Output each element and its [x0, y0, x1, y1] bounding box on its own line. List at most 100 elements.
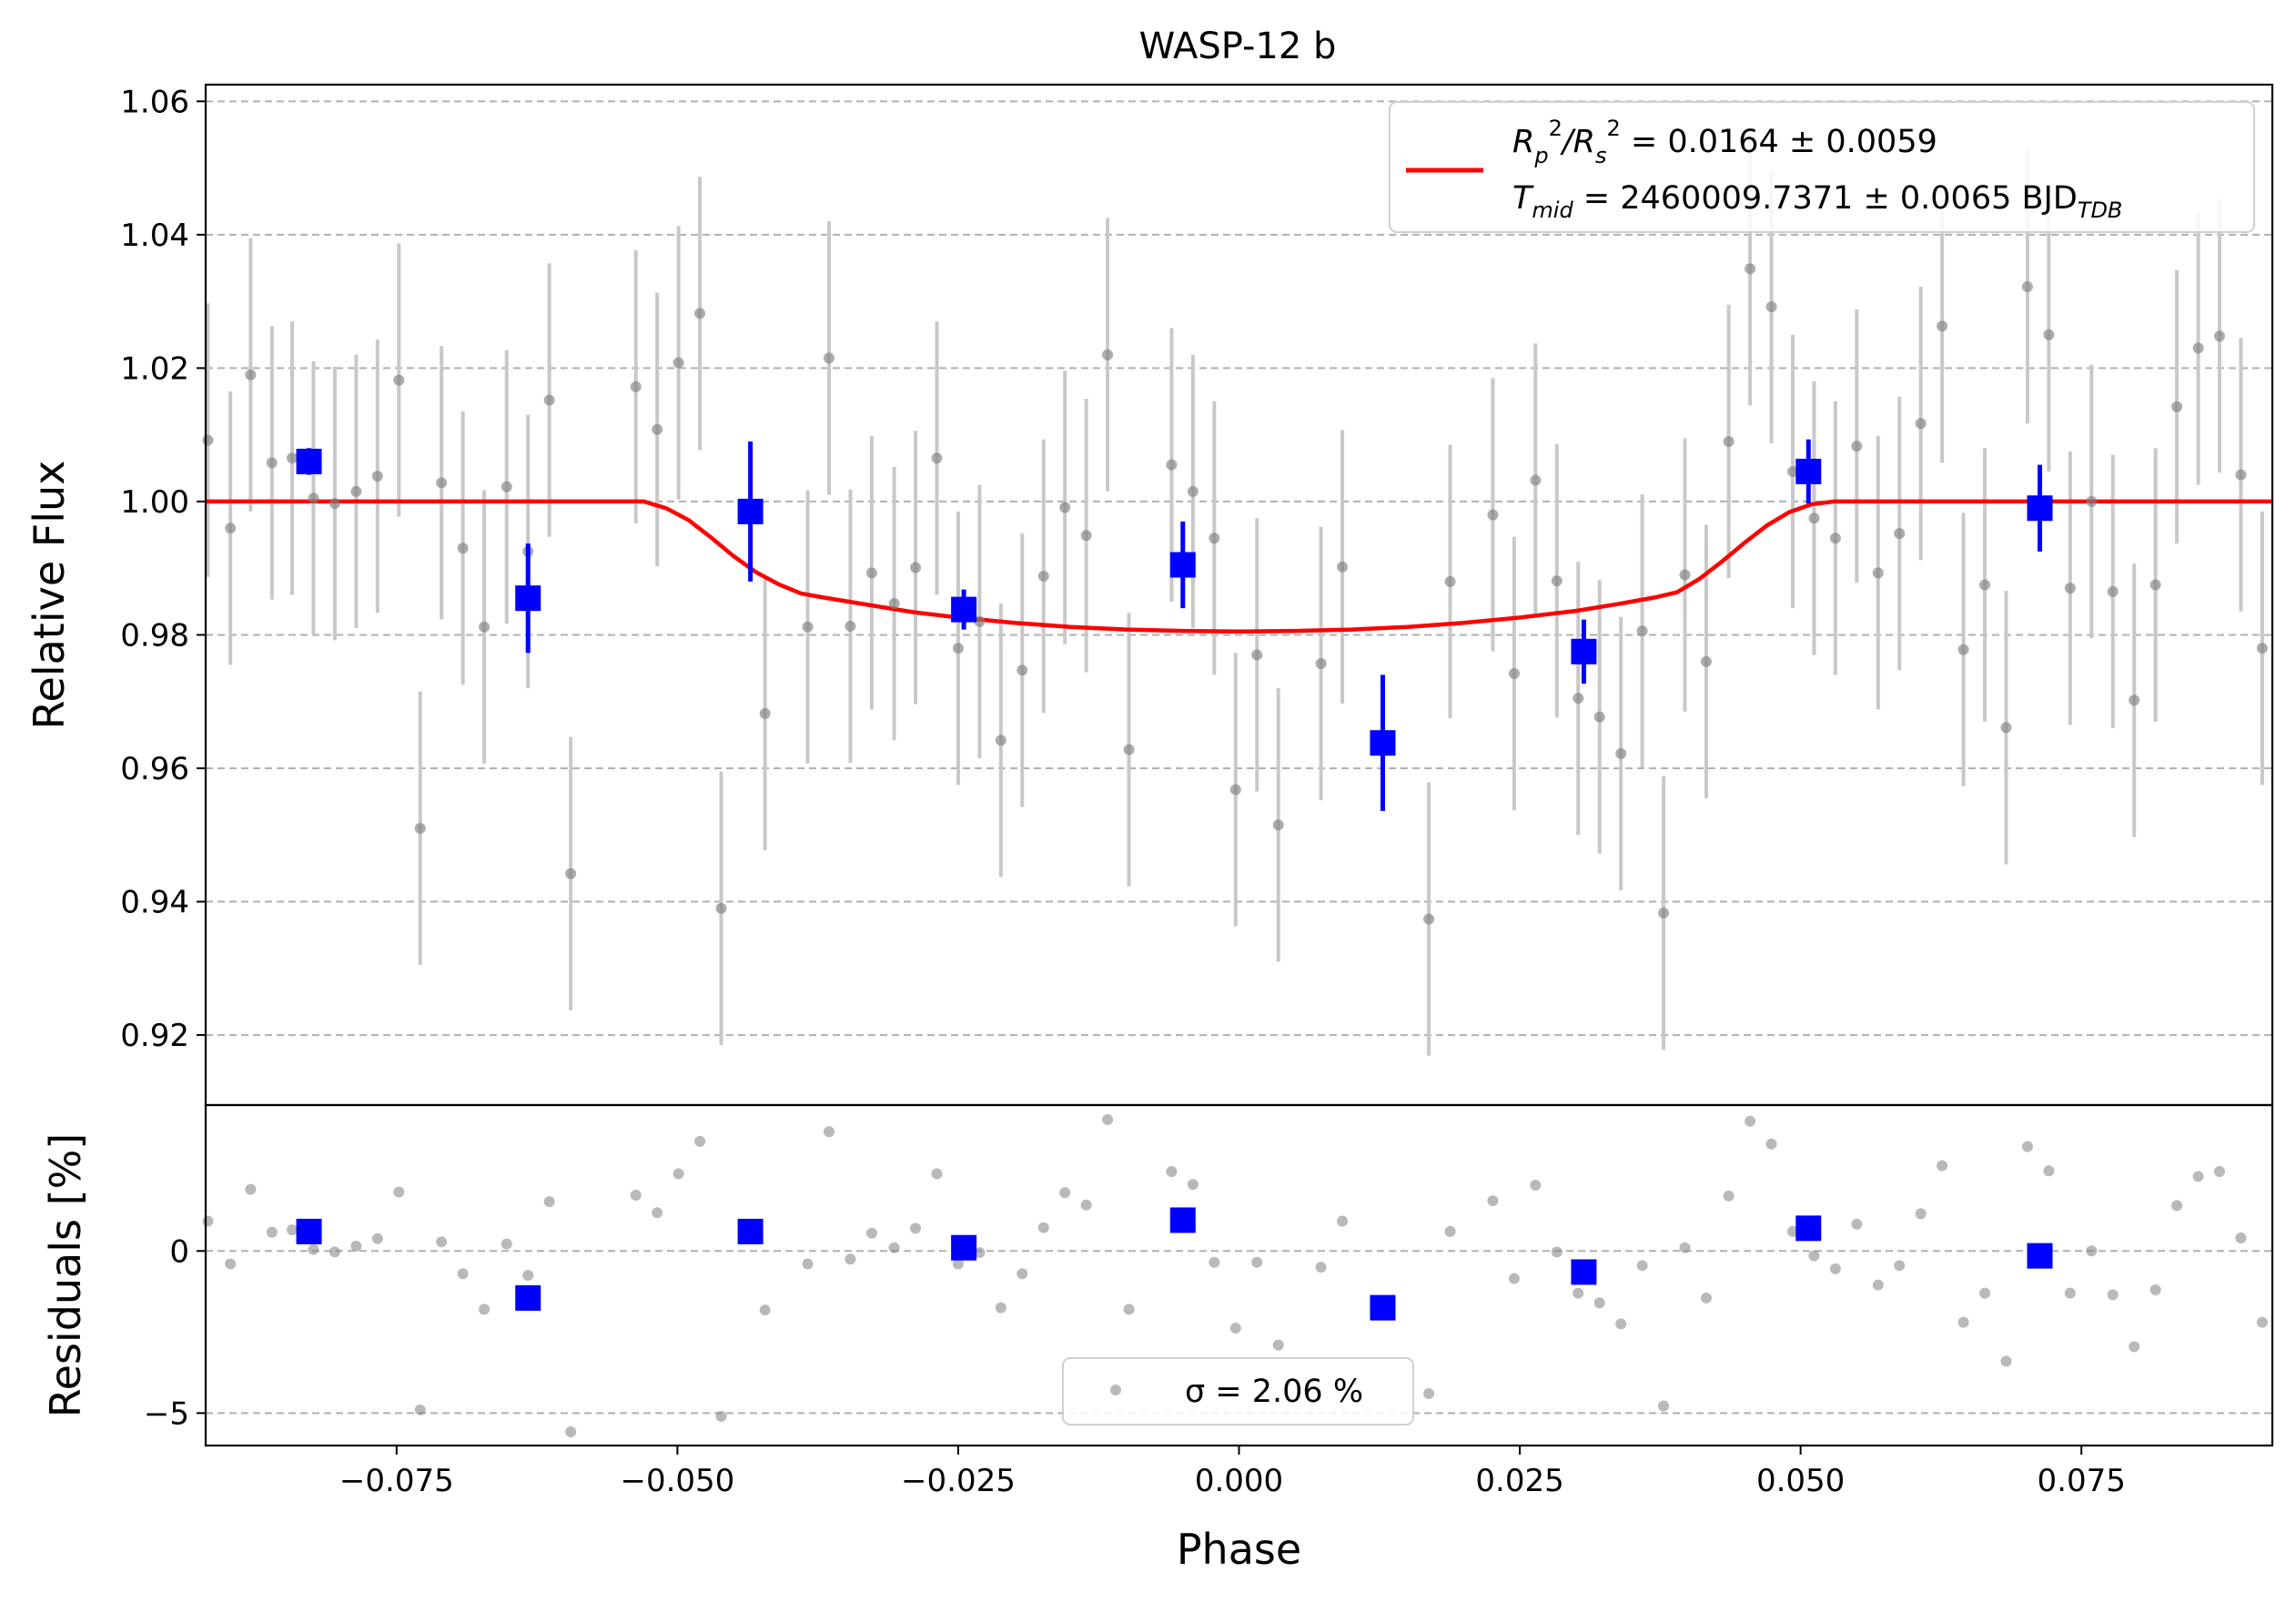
- flux-raw-point: [759, 707, 771, 719]
- residuals-binned-point: [1795, 1215, 1822, 1242]
- flux-raw-point: [931, 452, 943, 464]
- flux-legend-box: [1389, 101, 2255, 233]
- flux-raw-point: [694, 308, 706, 320]
- flux-binned-point: [1795, 458, 1822, 484]
- residuals-raw-point: [1745, 1115, 1756, 1127]
- flux-raw-point: [1937, 320, 1948, 332]
- flux-raw-point: [1229, 784, 1241, 796]
- flux-raw-point: [1723, 435, 1735, 447]
- residuals-raw-point: [414, 1404, 426, 1415]
- residuals-raw-point: [1851, 1218, 1863, 1230]
- flux-raw-point: [1123, 744, 1135, 756]
- phase-x-ticks: −0.075 −0.050 −0.025 0.000 0.025 0.050 0.075: [339, 1446, 2126, 1499]
- flux-raw-point: [2235, 469, 2247, 481]
- flux-raw-points: [202, 263, 2268, 925]
- residuals-raw-point: [1723, 1190, 1735, 1202]
- flux-raw-point: [1017, 665, 1028, 676]
- residuals-raw-point: [1593, 1297, 1605, 1309]
- flux-binned-point: [1370, 730, 1396, 756]
- flux-raw-point: [1315, 657, 1327, 669]
- flux-raw-point: [202, 434, 214, 446]
- residuals-raw-point: [1894, 1260, 1906, 1272]
- residuals-raw-point: [202, 1215, 214, 1227]
- residuals-binned-point: [1370, 1294, 1396, 1321]
- flux-raw-point: [1251, 649, 1263, 661]
- residuals-binned-point: [951, 1234, 977, 1261]
- flux-raw-point: [1615, 747, 1627, 759]
- phase-x-tick-label: 0.000: [1195, 1463, 1283, 1499]
- flux-raw-point: [1979, 579, 1991, 591]
- flux-raw-point: [652, 423, 663, 435]
- flux-raw-point: [1894, 528, 1906, 540]
- flux-y-tick-label: 0.92: [120, 1018, 189, 1054]
- residuals-raw-point: [2235, 1233, 2247, 1244]
- flux-raw-point: [865, 567, 877, 579]
- flux-raw-point: [1829, 533, 1841, 544]
- flux-raw-point: [2000, 722, 2012, 734]
- flux-raw-point: [1957, 644, 1969, 655]
- residuals-y-ticks: −5 0: [144, 1233, 206, 1432]
- flux-raw-point: [225, 522, 237, 534]
- residuals-raw-point: [2129, 1341, 2140, 1353]
- residuals-raw-point: [888, 1242, 900, 1253]
- flux-y-tick-label: 1.06: [120, 84, 189, 120]
- residuals-raw-point: [1229, 1323, 1241, 1334]
- flux-raw-point: [1337, 561, 1349, 573]
- flux-raw-point: [1037, 570, 1049, 582]
- flux-raw-point: [2171, 401, 2183, 412]
- residuals-raw-point: [2064, 1287, 2076, 1299]
- flux-raw-point: [802, 621, 814, 633]
- flux-y-ticks: 0.92 0.94 0.96 0.98 1.00 1.02 1.04 1.06: [120, 84, 206, 1054]
- residuals-raw-point: [1979, 1287, 1991, 1299]
- residuals-raw-point: [1765, 1138, 1777, 1150]
- legend-tmid-text: Tmid = 2460009.7371 ± 0.0065 BJDTDB: [1512, 180, 2122, 223]
- residuals-raw-point: [995, 1302, 1006, 1314]
- residuals-raw-point: [457, 1268, 469, 1280]
- residuals-raw-point: [1059, 1187, 1071, 1199]
- flux-binned-point: [1169, 552, 1196, 578]
- residuals-raw-point: [1508, 1273, 1520, 1284]
- flux-y-tick-label: 0.94: [120, 885, 189, 921]
- flux-raw-point: [1423, 913, 1435, 925]
- residuals-y-tick-label: 0: [169, 1233, 189, 1270]
- flux-raw-point: [974, 615, 986, 627]
- residuals-raw-point: [436, 1236, 448, 1248]
- residuals-raw-point: [845, 1253, 856, 1265]
- residuals-raw-point: [1551, 1246, 1563, 1258]
- residuals-raw-point: [1272, 1339, 1284, 1351]
- residuals-raw-point: [245, 1183, 257, 1195]
- flux-raw-point: [1573, 693, 1584, 705]
- residuals-raw-point: [2256, 1316, 2268, 1328]
- residuals-raw-point: [393, 1186, 405, 1198]
- residuals-binned-point: [515, 1284, 541, 1311]
- flux-binned-point: [2027, 495, 2053, 522]
- flux-raw-point: [2043, 329, 2055, 340]
- residuals-raw-point: [1915, 1208, 1927, 1220]
- flux-legend: Rp2/Rs2 = 0.0164 ± 0.0059 Tmid = 2460009…: [1389, 101, 2255, 233]
- flux-raw-point: [2021, 281, 2033, 293]
- flux-raw-point: [1636, 625, 1648, 637]
- residuals-raw-point: [652, 1207, 663, 1219]
- residuals-raw-point: [479, 1304, 491, 1315]
- flux-y-tick-label: 0.96: [120, 751, 189, 787]
- residuals-raw-point: [1444, 1225, 1456, 1237]
- phase-x-tick-label: 0.075: [2038, 1463, 2126, 1499]
- residuals-raw-point: [2043, 1165, 2055, 1177]
- residuals-raw-point: [931, 1168, 943, 1180]
- residuals-raw-point: [501, 1238, 512, 1250]
- flux-raw-point: [414, 822, 426, 834]
- flux-raw-point: [1745, 263, 1756, 275]
- flux-binned-point: [951, 596, 977, 623]
- phase-x-tick-label: −0.025: [901, 1463, 1016, 1499]
- residuals-raw-point: [1615, 1318, 1627, 1330]
- phase-x-tick-label: 0.025: [1475, 1463, 1563, 1499]
- flux-raw-point: [673, 357, 684, 369]
- residuals-raw-point: [522, 1270, 534, 1281]
- flux-raw-point: [888, 598, 900, 610]
- residuals-raw-point: [1037, 1222, 1049, 1233]
- flux-y-tick-label: 0.98: [120, 617, 189, 654]
- residuals-raw-point: [1166, 1166, 1178, 1178]
- residuals-raw-point: [1679, 1242, 1691, 1253]
